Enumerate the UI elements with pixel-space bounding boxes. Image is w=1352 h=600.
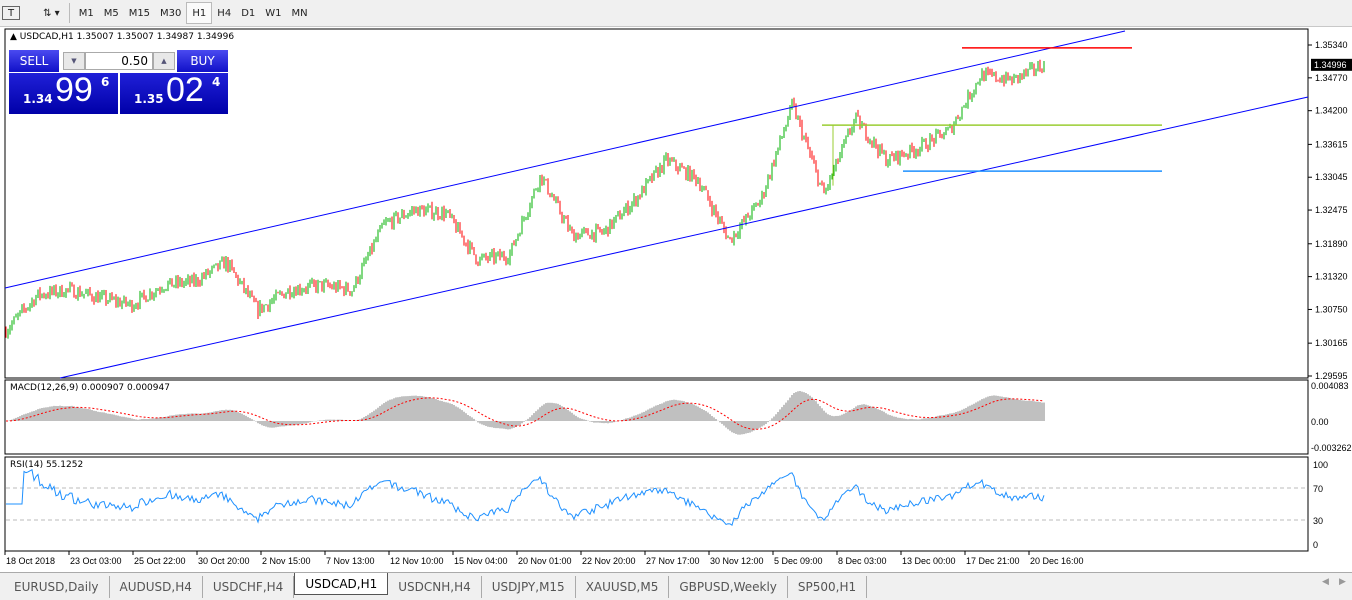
current-price-badge [1311, 58, 1352, 71]
chart-tab[interactable]: USDCHF,H4 [203, 576, 295, 598]
ask-price[interactable]: 1.35 02 4 [120, 71, 228, 114]
buy-button[interactable]: BUY [177, 50, 228, 72]
macd-label: MACD(12,26,9) 0.000907 0.000947 [10, 383, 170, 393]
chart-area[interactable]: 1.35340 1.34770 1.34200 1.33615 1.33045 1.324… [0, 27, 1352, 572]
price-axis-label: 1.32475 [1315, 205, 1348, 215]
time-axis-label: 30 Nov 12:00 [710, 556, 764, 566]
chart-tab[interactable]: EURUSD,Daily [4, 576, 110, 598]
price-axis-label: 1.34770 [1315, 73, 1348, 83]
timeframe-m1[interactable]: M1 [78, 7, 94, 19]
lot-input[interactable]: 0.50 [85, 52, 153, 70]
rsi-label: RSI(14) 55.1252 [10, 460, 84, 470]
toolbar: T ⇅ ▾ M1 M5 M15 M30 H1 H4 D1 W1 MN [0, 0, 1352, 27]
current-price-label: 1.34996 [1314, 60, 1347, 70]
price-axis-label: 1.31890 [1315, 239, 1348, 249]
macd-axis-label: 0.004083 [1311, 381, 1349, 391]
rsi-frame [4, 456, 1309, 552]
price-axis-label: 1.35340 [1315, 40, 1348, 50]
macd-axis-label: 0.00 [1311, 417, 1329, 427]
timeframe-m30[interactable]: M30 [160, 7, 182, 19]
time-axis-label: 17 Dec 21:00 [966, 556, 1020, 566]
bid-price[interactable]: 1.34 99 6 [9, 71, 118, 114]
time-axis-label: 27 Nov 17:00 [646, 556, 700, 566]
chart-tab[interactable]: AUDUSD,H4 [110, 576, 203, 598]
timeframe-m15[interactable]: M15 [128, 7, 151, 19]
rsi-line [6, 469, 1045, 527]
timeframe-h1[interactable]: H1 [186, 2, 213, 24]
timeframe-d1[interactable]: D1 [241, 7, 256, 19]
time-axis-label: 30 Oct 20:00 [198, 556, 250, 566]
time-axis-label: 22 Nov 20:00 [582, 556, 636, 566]
channel-upper-line[interactable] [4, 30, 1126, 289]
scroll-left-icon[interactable]: ◀ [1322, 577, 1329, 587]
text-tool-icon[interactable]: T [2, 6, 21, 20]
chart-tabs: EURUSD,Daily AUDUSD,H4 USDCHF,H4 USDCAD,H1 U… [0, 572, 1352, 600]
timeframe-mn[interactable]: MN [291, 7, 308, 19]
price-axis-label: 1.33045 [1315, 172, 1348, 182]
time-axis-label: 5 Dec 09:00 [774, 556, 823, 566]
rsi-axis-label: 100 [1313, 460, 1328, 470]
price-axis-label: 1.33615 [1315, 139, 1348, 149]
time-axis-label: 12 Nov 10:00 [390, 556, 444, 566]
time-axis-label: 13 Dec 00:00 [902, 556, 956, 566]
rsi-axis-label: 70 [1313, 484, 1323, 494]
timeframe-w1[interactable]: W1 [265, 7, 282, 19]
time-axis-label: 15 Nov 04:00 [454, 556, 508, 566]
collapse-icon[interactable]: ▲ [10, 32, 20, 42]
chart-tab[interactable]: GBPUSD,Weekly [669, 576, 788, 598]
timeframe-h4[interactable]: H4 [217, 7, 232, 19]
lot-increase-button[interactable]: ▲ [153, 52, 175, 70]
objects-icon[interactable]: ⇅ ▾ [43, 7, 60, 19]
chart-tab[interactable]: SP500,H1 [788, 576, 868, 598]
sell-button[interactable]: SELL [9, 50, 59, 72]
rsi-axis-label: 30 [1313, 516, 1323, 526]
price-axis-label: 1.34200 [1315, 106, 1348, 116]
lot-decrease-button[interactable]: ▼ [63, 52, 85, 70]
price-axis-label: 1.31320 [1315, 272, 1348, 282]
time-axis-label: 2 Nov 15:00 [262, 556, 311, 566]
price-axis-label: 1.29595 [1315, 371, 1348, 381]
time-axis-label: 23 Oct 03:00 [70, 556, 122, 566]
scroll-right-icon[interactable]: ▶ [1339, 577, 1346, 587]
time-axis-label: 20 Nov 01:00 [518, 556, 572, 566]
rsi-axis-label: 0 [1313, 540, 1318, 550]
price-axis-label: 1.30165 [1315, 338, 1348, 348]
chart-tab[interactable]: XAUUSD,M5 [576, 576, 670, 598]
time-axis-label: 7 Nov 13:00 [326, 556, 375, 566]
chart-tab[interactable]: USDCNH,H4 [388, 576, 482, 598]
chart-tab[interactable]: USDCAD,H1 [294, 573, 389, 595]
price-axis-label: 1.30750 [1315, 304, 1348, 314]
symbol-info: ▲ USDCAD,H1 1.35007 1.35007 1.34987 1.34… [10, 32, 235, 42]
macd-axis-label: -0.003262 [1311, 443, 1352, 453]
timeframe-m5[interactable]: M5 [103, 7, 119, 19]
time-axis-label: 8 Dec 03:00 [838, 556, 887, 566]
channel-lower-line[interactable] [59, 96, 1309, 379]
time-axis-label: 25 Oct 22:00 [134, 556, 186, 566]
separator [68, 3, 70, 23]
time-axis-label: 20 Dec 16:00 [1030, 556, 1084, 566]
time-axis-label: 18 Oct 2018 [6, 556, 55, 566]
one-click-trading-panel: SELL ▼ 0.50 ▲ BUY 1.34 99 6 1.35 02 4 [9, 50, 228, 114]
chart-tab[interactable]: USDJPY,M15 [482, 576, 576, 598]
